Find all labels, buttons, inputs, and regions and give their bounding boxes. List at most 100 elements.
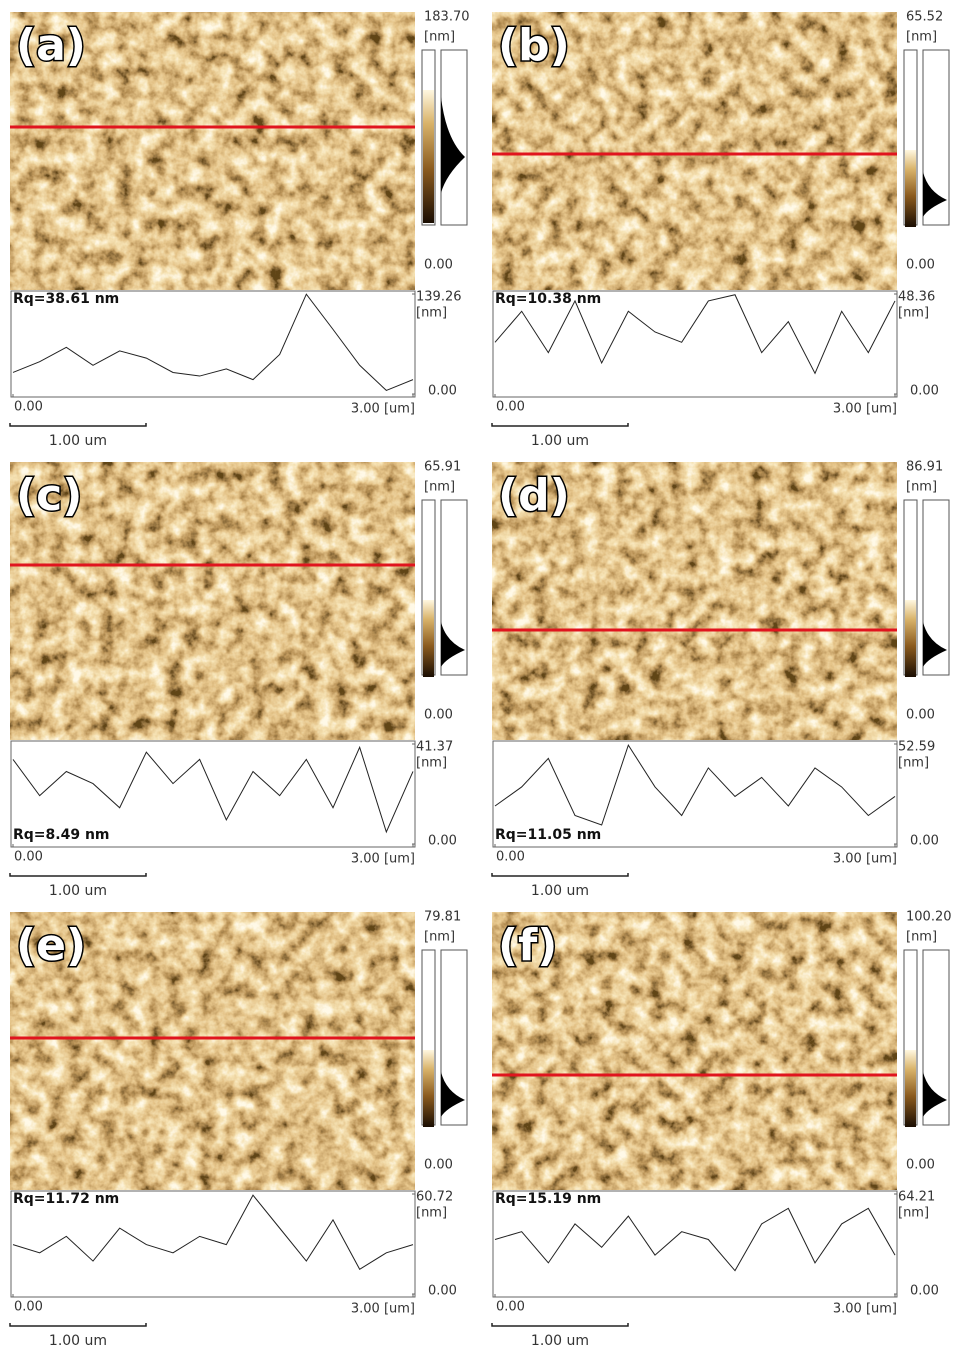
image-min: 0.00 [424, 1158, 453, 1173]
scale-bar [491, 423, 629, 427]
scale-bar-label: 1.00 um [531, 1333, 589, 1349]
x-tick-label: 0.00 [496, 1300, 525, 1315]
image-min: 0.00 [424, 708, 453, 723]
image-min: 0.00 [906, 258, 935, 273]
histogram [923, 172, 947, 217]
color-bar [423, 600, 434, 677]
x-tick-label: 0.00 [14, 850, 43, 865]
color-bar [905, 150, 916, 227]
y-tick-label: 139.26 [416, 290, 462, 305]
profile-frame [492, 740, 898, 848]
image-unit: [nm] [424, 480, 455, 495]
histogram [441, 97, 465, 193]
profile-line [494, 743, 896, 826]
y-unit: [nm] [898, 306, 929, 321]
image-max: 65.91 [424, 460, 461, 475]
y-tick-label: 0.00 [428, 384, 457, 399]
panel-label: (b) [498, 20, 570, 71]
x-tick-label: 3.00 [um] [833, 402, 897, 417]
color-bar [423, 1050, 434, 1127]
scale-bar-label: 1.00 um [531, 433, 589, 449]
rq-value: Rq=10.38 nm [495, 291, 601, 307]
y-tick-label: 0.00 [910, 384, 939, 399]
image-unit: [nm] [906, 30, 937, 45]
x-tick-label: 3.00 [um] [351, 402, 415, 417]
scale-bar-label: 1.00 um [49, 433, 107, 449]
y-tick-label: 60.72 [416, 1190, 453, 1205]
panel-label: (a) [16, 20, 86, 71]
afm-image [10, 12, 415, 290]
afm-image [492, 462, 897, 740]
x-tick-label: 3.00 [um] [833, 1302, 897, 1317]
panel-label: (d) [498, 470, 570, 521]
color-bar [905, 600, 916, 677]
image-min: 0.00 [906, 1158, 935, 1173]
image-unit: [nm] [424, 30, 455, 45]
image-max: 86.91 [906, 460, 943, 475]
rq-value: Rq=8.49 nm [13, 827, 110, 843]
y-tick-label: 0.00 [910, 1284, 939, 1299]
histogram [441, 1072, 465, 1117]
panel-label: (f) [498, 920, 557, 971]
afm-image [492, 12, 897, 290]
y-tick-label: 52.59 [898, 740, 935, 755]
image-max: 100.20 [906, 910, 952, 925]
afm-image [10, 912, 415, 1190]
x-tick-label: 0.00 [14, 1300, 43, 1315]
color-bar [905, 1050, 916, 1127]
color-bar [423, 90, 434, 223]
y-unit: [nm] [898, 1206, 929, 1221]
y-tick-label: 0.00 [428, 1284, 457, 1299]
profile-frame [10, 290, 416, 398]
x-tick-label: 3.00 [um] [833, 852, 897, 867]
scale-bar [9, 423, 147, 427]
image-unit: [nm] [424, 930, 455, 945]
image-max: 183.70 [424, 10, 470, 25]
rq-value: Rq=11.05 nm [495, 827, 601, 843]
profile-line [494, 294, 896, 375]
histogram [441, 622, 465, 667]
scale-bar-label: 1.00 um [531, 883, 589, 899]
y-tick-label: 64.21 [898, 1190, 935, 1205]
x-tick-label: 0.00 [14, 400, 43, 415]
profile-line [12, 293, 414, 391]
x-tick-label: 0.00 [496, 850, 525, 865]
rq-value: Rq=38.61 nm [13, 291, 119, 307]
profile-line [494, 1207, 896, 1272]
afm-image [492, 912, 897, 1190]
x-tick-label: 3.00 [um] [351, 852, 415, 867]
scale-bar [491, 1323, 629, 1327]
profile-line [12, 745, 414, 834]
y-unit: [nm] [416, 756, 447, 771]
scale-bar-label: 1.00 um [49, 1333, 107, 1349]
scale-bar [9, 1323, 147, 1327]
rq-value: Rq=11.72 nm [13, 1191, 119, 1207]
scale-bar [9, 873, 147, 877]
y-unit: [nm] [898, 756, 929, 771]
rq-value: Rq=15.19 nm [495, 1191, 601, 1207]
x-tick-label: 0.00 [496, 400, 525, 415]
scale-bar [491, 873, 629, 877]
profile-frame [10, 1190, 416, 1298]
image-min: 0.00 [424, 258, 453, 273]
image-unit: [nm] [906, 930, 937, 945]
y-tick-label: 48.36 [898, 290, 935, 305]
image-max: 79.81 [424, 910, 461, 925]
y-tick-label: 0.00 [910, 834, 939, 849]
scale-bar-label: 1.00 um [49, 883, 107, 899]
image-max: 65.52 [906, 10, 943, 25]
profile-frame [492, 290, 898, 398]
panel-label: (e) [16, 920, 86, 971]
y-tick-label: 41.37 [416, 740, 453, 755]
y-unit: [nm] [416, 306, 447, 321]
profile-frame [492, 1190, 898, 1298]
x-tick-label: 3.00 [um] [351, 1302, 415, 1317]
histogram [923, 1072, 947, 1117]
histogram [923, 622, 947, 667]
